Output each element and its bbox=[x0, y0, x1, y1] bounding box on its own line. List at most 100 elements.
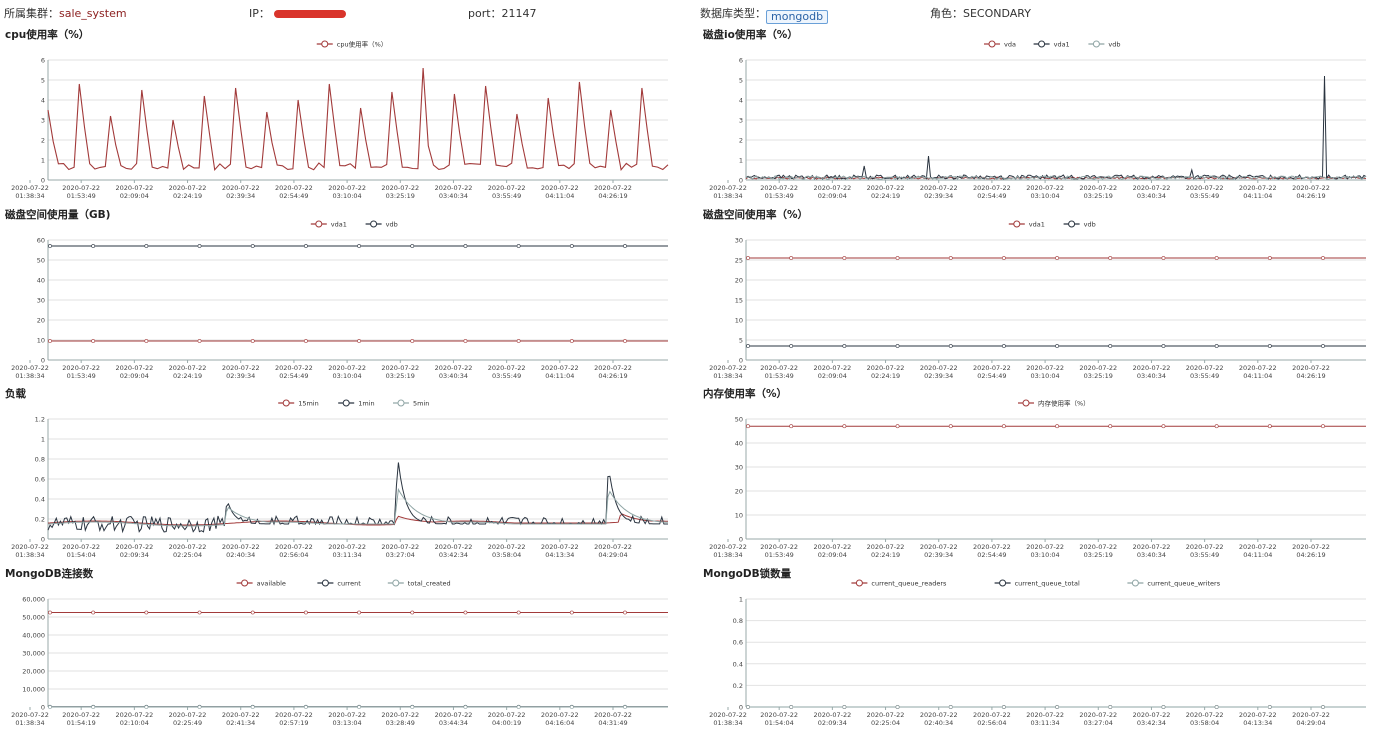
x-tick-date: 2020-07-22 bbox=[1079, 711, 1117, 719]
x-tick-date: 2020-07-22 bbox=[1292, 711, 1330, 719]
x-tick-time: 02:09:04 bbox=[818, 372, 847, 380]
y-tick-label: 1 bbox=[41, 157, 45, 165]
x-tick-date: 2020-07-22 bbox=[328, 184, 366, 192]
series-point bbox=[895, 344, 900, 348]
x-tick-time: 04:29:04 bbox=[1296, 719, 1325, 727]
panel-title: MongoDB连接数 bbox=[5, 568, 94, 580]
x-tick-time: 04:31:49 bbox=[598, 719, 627, 727]
x-tick-time: 03:40:34 bbox=[439, 372, 468, 380]
y-tick-label: 5 bbox=[41, 77, 45, 85]
series-point bbox=[789, 344, 794, 348]
panel-cpu: cpu使用率（%） cpu使用率（%） 0 1 2 3 4 5 6 2020-07-22 01:3… bbox=[0, 27, 670, 207]
x-tick-time: 03:40:34 bbox=[1137, 372, 1166, 380]
x-tick-time: 04:11:04 bbox=[1243, 192, 1272, 200]
series-point bbox=[623, 244, 627, 248]
series-line bbox=[745, 75, 1367, 180]
y-tick-label: 6 bbox=[41, 57, 45, 65]
series-point bbox=[250, 244, 255, 248]
chart-conn: available current total_created 0 10,000 20,0… bbox=[11, 579, 668, 727]
series-point bbox=[91, 610, 96, 615]
series-point bbox=[463, 244, 468, 248]
series-point bbox=[357, 610, 361, 615]
y-tick-label: 1.2 bbox=[35, 416, 45, 424]
series-point bbox=[1002, 705, 1006, 709]
x-tick-time: 03:55:49 bbox=[1190, 372, 1219, 380]
x-tick-time: 02:54:49 bbox=[279, 372, 308, 380]
chart-diskspace: vda1 vdb01020304050602020-07-2201:38:3420… bbox=[11, 220, 668, 380]
legend-item: vdb bbox=[1088, 40, 1121, 49]
legend-label: available bbox=[257, 580, 286, 588]
x-tick-date: 2020-07-22 bbox=[1133, 184, 1171, 192]
x-tick-time: 03:55:49 bbox=[1190, 192, 1219, 200]
x-tick-time: 02:09:04 bbox=[120, 192, 149, 200]
y-tick-label: 0 bbox=[739, 536, 743, 544]
x-tick-date: 2020-07-22 bbox=[62, 364, 100, 372]
x-tick-time: 03:10:04 bbox=[332, 372, 361, 380]
legend-marker bbox=[1013, 220, 1021, 228]
series-point bbox=[410, 610, 415, 615]
x-tick-date: 2020-07-22 bbox=[115, 543, 153, 551]
x-tick-date: 2020-07-22 bbox=[169, 543, 207, 551]
x-tick-time: 02:25:04 bbox=[173, 551, 202, 559]
series-point bbox=[1214, 344, 1219, 348]
y-tick-label: 30 bbox=[37, 297, 45, 305]
x-tick-date: 2020-07-22 bbox=[222, 543, 260, 551]
legend-item: 1min bbox=[338, 399, 375, 408]
series-point bbox=[623, 339, 627, 343]
y-tick-label: 10 bbox=[735, 317, 743, 325]
x-tick-date: 2020-07-22 bbox=[435, 711, 473, 719]
x-tick-date: 2020-07-22 bbox=[11, 711, 49, 719]
series-point bbox=[569, 610, 574, 615]
series-point bbox=[895, 424, 900, 429]
legend-marker bbox=[370, 220, 378, 228]
x-tick-date: 2020-07-22 bbox=[594, 184, 632, 192]
x-tick-time: 02:57:19 bbox=[279, 719, 308, 727]
port-text: port：21147 bbox=[468, 7, 537, 20]
series-point bbox=[1321, 344, 1325, 348]
x-tick-time: 02:40:34 bbox=[924, 719, 953, 727]
legend-item: 内存使用率（%） bbox=[1018, 399, 1090, 408]
x-tick-date: 2020-07-22 bbox=[973, 543, 1011, 551]
x-tick-date: 2020-07-22 bbox=[275, 184, 313, 192]
x-tick-time: 01:38:34 bbox=[15, 192, 44, 200]
x-tick-date: 2020-07-22 bbox=[973, 184, 1011, 192]
x-tick-date: 2020-07-22 bbox=[1292, 184, 1330, 192]
x-tick-time: 03:25:19 bbox=[1084, 192, 1113, 200]
x-tick-time: 03:11:34 bbox=[332, 551, 361, 559]
x-tick-date: 2020-07-22 bbox=[1186, 543, 1224, 551]
series-point bbox=[1161, 344, 1166, 348]
panel-title: 磁盘空间使用量（GB) bbox=[5, 209, 111, 221]
x-tick-time: 04:26:19 bbox=[1296, 551, 1325, 559]
y-tick-label: 5 bbox=[739, 77, 743, 85]
series-point bbox=[746, 256, 750, 260]
chart-locks: current_queue_readers current_queue_total… bbox=[709, 579, 1366, 727]
series-point bbox=[516, 244, 521, 248]
x-tick-date: 2020-07-22 bbox=[920, 711, 958, 719]
x-tick-date: 2020-07-22 bbox=[709, 711, 747, 719]
panel-title: 内存使用率（%） bbox=[703, 388, 788, 400]
y-tick-label: 50 bbox=[37, 257, 45, 265]
legend-item: vda1 bbox=[310, 220, 347, 229]
y-tick-label: 15 bbox=[735, 297, 743, 305]
x-tick-time: 02:39:34 bbox=[924, 372, 953, 380]
legend-item: vdb bbox=[1063, 220, 1096, 229]
y-tick-label: 20,000 bbox=[22, 668, 45, 676]
x-tick-date: 2020-07-22 bbox=[1079, 364, 1117, 372]
legend-marker bbox=[321, 579, 329, 587]
x-tick-date: 2020-07-22 bbox=[760, 543, 798, 551]
series-point bbox=[48, 339, 52, 343]
y-tick-label: 0 bbox=[739, 177, 743, 185]
series-point bbox=[789, 705, 794, 709]
x-tick-date: 2020-07-22 bbox=[169, 184, 207, 192]
panel-title: 磁盘io使用率（%） bbox=[703, 29, 798, 41]
series-point bbox=[1267, 705, 1272, 709]
legend-label: vda1 bbox=[331, 221, 347, 229]
ip-info: IP： bbox=[249, 5, 346, 21]
x-tick-time: 04:13:34 bbox=[545, 551, 574, 559]
series-point bbox=[1321, 705, 1325, 709]
x-tick-time: 01:38:34 bbox=[15, 372, 44, 380]
x-tick-time: 04:26:19 bbox=[598, 372, 627, 380]
series-point bbox=[948, 424, 953, 429]
x-tick-date: 2020-07-22 bbox=[328, 543, 366, 551]
y-tick-label: 10 bbox=[735, 512, 743, 520]
